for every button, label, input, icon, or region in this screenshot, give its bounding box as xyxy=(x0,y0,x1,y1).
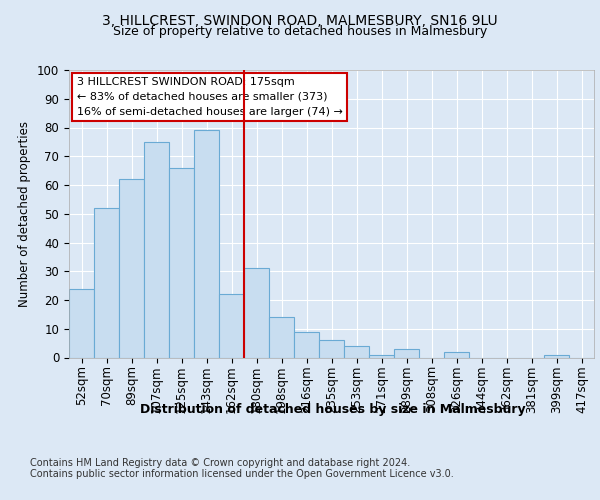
Bar xyxy=(444,352,469,358)
Text: 3, HILLCREST, SWINDON ROAD, MALMESBURY, SN16 9LU: 3, HILLCREST, SWINDON ROAD, MALMESBURY, … xyxy=(102,14,498,28)
Bar xyxy=(319,340,344,357)
Bar xyxy=(369,354,394,358)
Bar xyxy=(219,294,244,358)
Bar xyxy=(294,332,319,357)
Bar xyxy=(144,142,169,358)
Text: Contains HM Land Registry data © Crown copyright and database right 2024.: Contains HM Land Registry data © Crown c… xyxy=(30,458,410,468)
Bar xyxy=(69,288,94,358)
Bar xyxy=(194,130,219,358)
Bar xyxy=(544,354,569,358)
Bar xyxy=(119,180,144,358)
Text: Size of property relative to detached houses in Malmesbury: Size of property relative to detached ho… xyxy=(113,25,487,38)
Y-axis label: Number of detached properties: Number of detached properties xyxy=(19,120,31,306)
Bar xyxy=(244,268,269,358)
Bar xyxy=(344,346,369,358)
Bar xyxy=(394,349,419,358)
Bar xyxy=(169,168,194,358)
Text: Contains public sector information licensed under the Open Government Licence v3: Contains public sector information licen… xyxy=(30,469,454,479)
Bar xyxy=(94,208,119,358)
Text: Distribution of detached houses by size in Malmesbury: Distribution of detached houses by size … xyxy=(140,402,526,415)
Bar xyxy=(269,318,294,358)
Text: 3 HILLCREST SWINDON ROAD: 175sqm
← 83% of detached houses are smaller (373)
16% : 3 HILLCREST SWINDON ROAD: 175sqm ← 83% o… xyxy=(77,77,343,117)
